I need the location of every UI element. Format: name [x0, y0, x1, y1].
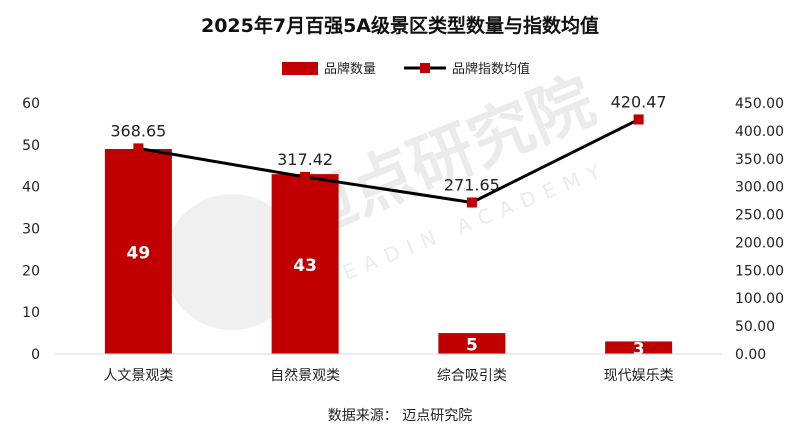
line-point — [633, 114, 644, 125]
source-note: 数据来源： 迈点研究院 — [328, 408, 472, 424]
watermark-logo — [164, 194, 300, 330]
bar — [438, 333, 506, 354]
x-tick-label: 自然景观类 — [270, 367, 340, 384]
left-y-tick-label: 60 — [22, 96, 40, 112]
legend-item-line: 品牌指数均值 — [404, 61, 530, 77]
left-y-tick-label: 30 — [22, 222, 40, 238]
bar-value-label: 3 — [633, 340, 645, 360]
right-y-tick-label: 150.00 — [735, 263, 784, 279]
line-value-label: 420.47 — [611, 92, 667, 111]
legend-line-label: 品牌指数均值 — [452, 61, 530, 77]
line-value-label: 317.42 — [277, 150, 333, 169]
left-y-tick-label: 10 — [22, 305, 40, 321]
right-y-tick-label: 450.00 — [735, 96, 784, 112]
line-value-label: 271.65 — [444, 175, 500, 194]
right-y-tick-label: 0.00 — [735, 347, 766, 363]
legend: 品牌数量 品牌指数均值 — [282, 61, 530, 77]
line-point — [466, 197, 477, 208]
right-y-tick-label: 100.00 — [735, 291, 784, 307]
series-line — [138, 118, 640, 204]
left-y-tick-label: 40 — [22, 180, 40, 196]
legend-bar-label: 品牌数量 — [324, 61, 376, 77]
watermark: 迈点研究院 MEADIN ACADEMY — [164, 64, 612, 330]
left-y-tick-label: 0 — [31, 347, 40, 363]
bar-series: 49 43 5 3 — [104, 149, 673, 360]
x-tick-label: 综合吸引类 — [437, 368, 507, 384]
right-y-axis: 0.00 50.00 100.00 150.00 200.00 250.00 300.00 3… — [735, 96, 784, 363]
line-point — [300, 171, 311, 182]
bar — [605, 341, 673, 354]
right-y-tick-label: 300.00 — [735, 180, 784, 196]
right-y-tick-label: 400.00 — [735, 124, 784, 140]
bar — [271, 174, 339, 354]
chart-title: 2025年7月百强5A级景区类型数量与指数均值 — [201, 14, 599, 37]
bar-value-label: 49 — [127, 244, 151, 264]
left-y-axis: 0 10 20 30 40 50 60 — [22, 96, 40, 363]
bar — [104, 149, 172, 354]
right-y-tick-label: 50.00 — [735, 319, 775, 335]
bar-value-label: 5 — [466, 336, 478, 356]
right-y-tick-label: 350.00 — [735, 152, 784, 168]
legend-bar-swatch — [282, 62, 318, 75]
line-series: 368.65 317.42 271.65 420.47 — [110, 92, 667, 208]
left-y-tick-label: 50 — [22, 138, 40, 154]
legend-marker-swatch — [420, 63, 430, 73]
legend-item-bar: 品牌数量 — [282, 61, 376, 77]
x-axis: 人文景观类 自然景观类 综合吸引类 现代娱乐类 — [103, 367, 673, 384]
x-tick-label: 人文景观类 — [103, 368, 173, 384]
right-y-tick-label: 250.00 — [735, 208, 784, 224]
line-value-label: 368.65 — [110, 121, 166, 140]
bar-value-label: 43 — [293, 256, 317, 276]
left-y-tick-label: 20 — [22, 263, 40, 279]
right-y-tick-label: 200.00 — [735, 235, 784, 251]
x-tick-label: 现代娱乐类 — [604, 368, 674, 384]
line-point — [133, 143, 144, 154]
